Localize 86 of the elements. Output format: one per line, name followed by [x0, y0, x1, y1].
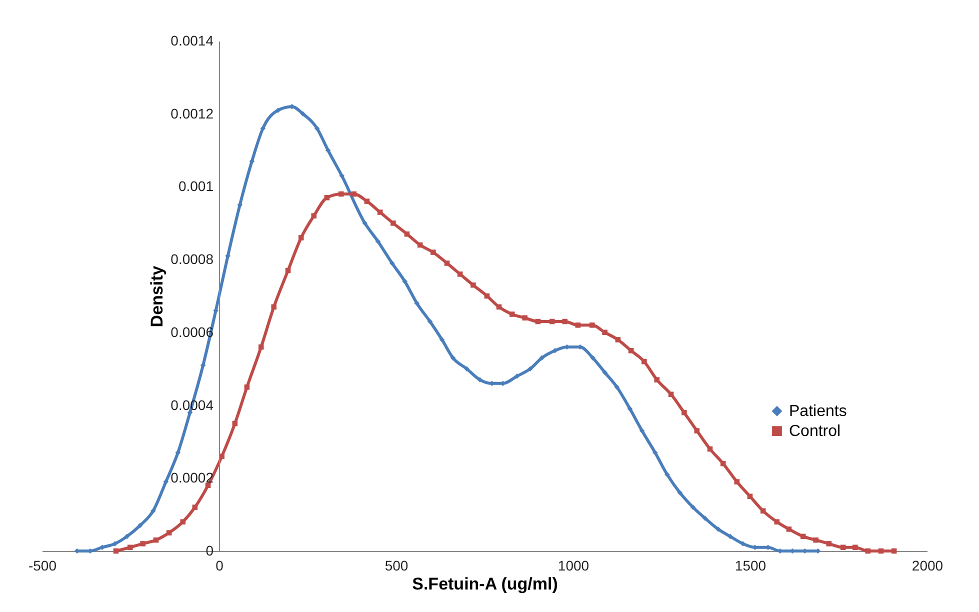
point — [450, 355, 456, 361]
point — [528, 366, 533, 372]
point — [166, 530, 172, 536]
y-tick-label: 0 — [206, 542, 214, 558]
legend-label: Control — [789, 423, 841, 440]
point — [414, 300, 420, 306]
point — [539, 355, 544, 361]
point — [351, 191, 357, 197]
x-tick-label: 2000 — [912, 558, 944, 574]
point — [275, 108, 281, 113]
point — [602, 330, 608, 336]
point — [575, 322, 581, 328]
point — [150, 508, 156, 514]
x-tick-label: 0 — [216, 558, 224, 574]
point — [715, 526, 721, 532]
point — [364, 198, 370, 204]
x-axis-title: S.Fetuin-A (ug/ml) — [412, 574, 558, 594]
point — [590, 355, 596, 361]
point — [311, 213, 317, 219]
point — [137, 522, 143, 528]
point — [549, 318, 555, 324]
point — [562, 318, 568, 324]
point — [477, 377, 483, 382]
point — [375, 238, 381, 244]
point — [314, 126, 320, 132]
point — [258, 344, 264, 350]
point — [444, 260, 450, 266]
point — [668, 392, 674, 398]
point — [390, 220, 396, 226]
point — [192, 504, 198, 510]
point — [734, 479, 740, 484]
point — [786, 526, 792, 532]
point — [747, 494, 753, 500]
point — [589, 322, 595, 328]
point — [728, 534, 733, 540]
point — [602, 370, 608, 376]
point — [615, 337, 621, 342]
y-tick-label: 0.0014 — [170, 32, 214, 48]
point — [324, 194, 330, 200]
point — [677, 490, 683, 496]
point — [180, 519, 186, 525]
point — [271, 304, 277, 310]
point — [614, 384, 620, 390]
point — [300, 111, 306, 117]
point — [652, 450, 658, 456]
point — [402, 278, 408, 284]
point — [852, 544, 858, 550]
point — [774, 519, 780, 525]
point — [514, 373, 520, 379]
point — [338, 191, 344, 197]
point — [628, 348, 634, 354]
point — [112, 541, 118, 546]
point — [339, 173, 344, 178]
point — [124, 534, 130, 540]
point — [813, 537, 818, 543]
y-axis-title: Density — [148, 265, 167, 328]
point — [427, 318, 433, 324]
y-tick-label: 0.0008 — [170, 251, 214, 268]
point — [470, 282, 476, 288]
legend-label: Patients — [789, 403, 847, 420]
x-tick-label: 500 — [384, 558, 408, 574]
point — [362, 220, 368, 226]
x-tick-label: 1000 — [558, 558, 590, 574]
x-tick-label: -500 — [28, 558, 57, 574]
y-tick-label: 0.0012 — [170, 105, 214, 122]
point — [522, 315, 528, 321]
point — [389, 260, 395, 266]
point — [377, 210, 383, 215]
point — [826, 541, 832, 546]
x-tick-label: 1500 — [734, 558, 766, 574]
point — [694, 428, 700, 434]
point — [682, 410, 687, 416]
point — [298, 235, 304, 240]
y-tick-label: 0.001 — [178, 178, 214, 194]
point — [464, 366, 470, 372]
point — [430, 250, 436, 255]
point — [865, 548, 871, 554]
point — [654, 377, 660, 382]
point — [140, 541, 146, 546]
point — [128, 544, 133, 550]
point — [163, 479, 169, 484]
point — [840, 544, 846, 550]
point — [642, 358, 647, 364]
point — [509, 312, 515, 317]
point — [457, 271, 463, 277]
point — [627, 406, 633, 412]
